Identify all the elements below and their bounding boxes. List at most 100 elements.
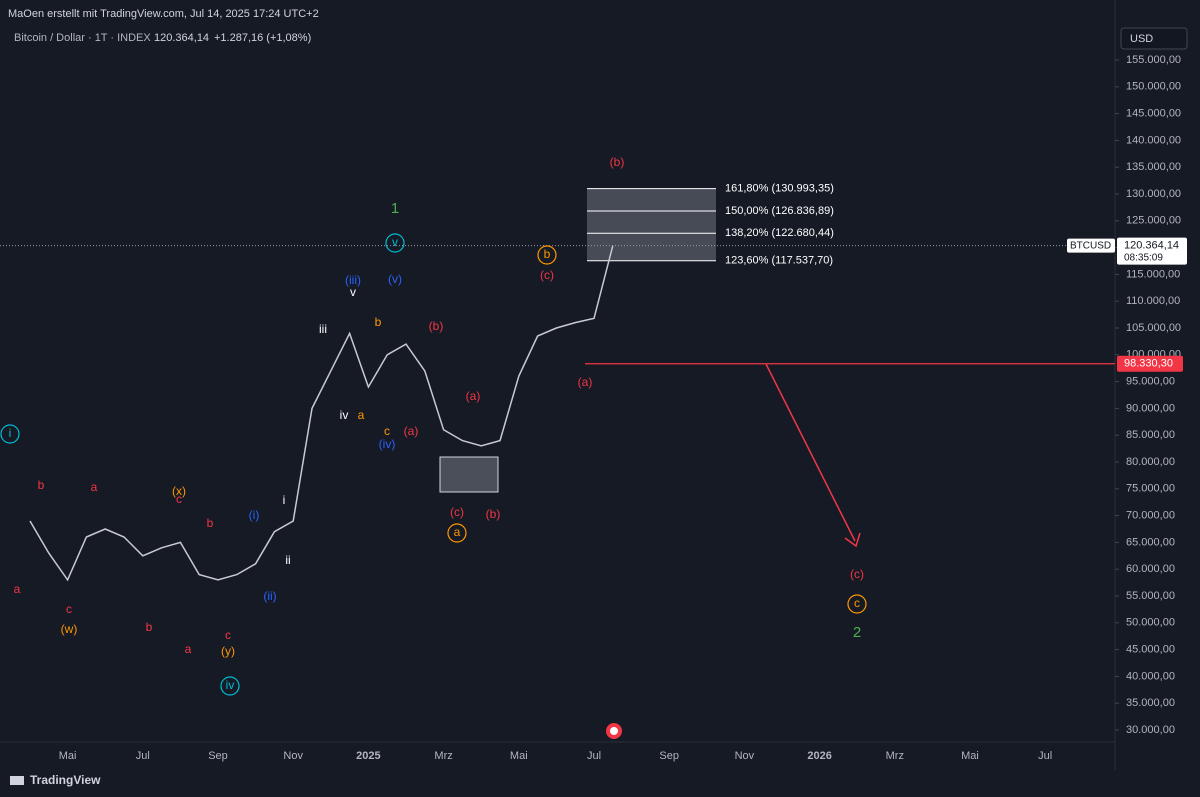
wave-label: (y)	[221, 644, 235, 658]
wave-label: i	[9, 426, 12, 440]
symbol-tag	[1067, 238, 1115, 253]
y-tick-label: 35.000,00	[1126, 697, 1175, 709]
wave-label: a	[358, 408, 365, 422]
fib-label: 138,20% (122.680,44)	[725, 227, 834, 239]
currency-label[interactable]: USD	[1130, 33, 1153, 45]
y-tick-label: 130.000,00	[1126, 188, 1181, 200]
projection-arrow	[765, 363, 856, 542]
y-tick-label: 30.000,00	[1126, 724, 1175, 736]
countdown: 08:35:09	[1124, 252, 1163, 263]
symbol-tag-label: BTCUSD	[1070, 240, 1111, 251]
logo-text: TradingView	[30, 773, 101, 787]
arrow-head	[844, 532, 861, 548]
x-tick-label: Mai	[510, 750, 528, 762]
fib-label: 123,60% (117.537,70)	[725, 255, 833, 267]
wave-label: (a)	[466, 389, 481, 403]
y-tick-label: 85.000,00	[1126, 429, 1175, 441]
y-tick-label: 55.000,00	[1126, 590, 1175, 602]
symbol[interactable]: Bitcoin / Dollar · 1T · INDEX	[14, 32, 151, 44]
y-tick-label: 150.000,00	[1126, 81, 1181, 93]
y-tick-label: 40.000,00	[1126, 670, 1175, 682]
price-change: +1.287,16 (+1,08%)	[214, 32, 311, 44]
last-price: 120.364,14	[154, 32, 209, 44]
wave-label: b	[38, 478, 45, 492]
wave-label: (c)	[450, 505, 464, 519]
wave-label: (ii)	[263, 589, 276, 603]
fib-label: 161,80% (130.993,35)	[725, 183, 834, 195]
x-tick-label: 2026	[807, 750, 831, 762]
y-tick-label: 155.000,00	[1126, 54, 1181, 66]
wave-label: c	[384, 424, 390, 438]
wave-label: (b)	[486, 507, 501, 521]
wave-label: (iv)	[379, 437, 396, 451]
x-tick-label: Sep	[659, 750, 679, 762]
stop-tag	[1117, 355, 1183, 372]
y-tick-label: 65.000,00	[1126, 536, 1175, 548]
y-tick-label: 50.000,00	[1126, 617, 1175, 629]
event-flag-icon	[610, 727, 618, 735]
y-tick-label: 135.000,00	[1126, 161, 1181, 173]
wave-label: (a)	[404, 424, 419, 438]
range-box	[439, 456, 499, 493]
x-tick-label: Jul	[1038, 750, 1052, 762]
wave-circle	[447, 523, 467, 543]
y-tick-label: 145.000,00	[1126, 108, 1181, 120]
x-tick-label: Nov	[735, 750, 755, 762]
y-tick-label: 140.000,00	[1126, 134, 1181, 146]
wave-label: v	[392, 235, 398, 249]
y-tick-label: 80.000,00	[1126, 456, 1175, 468]
wave-label: (iii)	[345, 273, 361, 287]
y-tick-label: 125.000,00	[1126, 215, 1181, 227]
x-tick-label: Mrz	[434, 750, 452, 762]
wave-label: (w)	[61, 622, 78, 636]
x-tick-label: Jul	[587, 750, 601, 762]
x-tick-label: 2025	[356, 750, 380, 762]
currency-button[interactable]	[1120, 27, 1188, 50]
x-tick-label: Mrz	[886, 750, 904, 762]
logo-mark	[10, 776, 24, 785]
wave-circle	[0, 424, 20, 444]
price-line	[29, 245, 614, 582]
wave-label: b	[207, 516, 214, 530]
wave-label: b	[544, 247, 551, 261]
wave-circle	[847, 594, 867, 614]
wave-label: (c)	[540, 268, 554, 282]
fib-zone	[587, 188, 716, 261]
y-tick-label: 105.000,00	[1126, 322, 1181, 334]
stop-tag-label: 98.330,30	[1124, 358, 1173, 370]
wave-label: iv	[226, 678, 235, 692]
y-tick-label: 45.000,00	[1126, 644, 1175, 656]
attribution: MaOen erstellt mit TradingView.com, Jul …	[8, 8, 319, 20]
price-tag	[1117, 237, 1187, 265]
wave-label: a	[91, 480, 98, 494]
wave-label: b	[146, 620, 153, 634]
wave-label: c	[66, 602, 72, 616]
x-tick-label: Mai	[961, 750, 979, 762]
wave-label: (v)	[388, 272, 402, 286]
wave-label: v	[350, 285, 356, 299]
wave-label: (x)	[172, 484, 186, 498]
wave-label: c	[854, 596, 860, 610]
fib-label: 150,00% (126.836,89)	[725, 205, 834, 217]
wave-label: iv	[340, 408, 349, 422]
x-tick-label: Sep	[208, 750, 228, 762]
x-tick-label: Nov	[283, 750, 303, 762]
wave-label: c	[176, 492, 182, 506]
wave-label: (i)	[249, 508, 260, 522]
wave-label: (c)	[850, 567, 864, 581]
wave-label: a	[14, 582, 21, 596]
wave-label: 1	[391, 200, 399, 217]
y-tick-label: 60.000,00	[1126, 563, 1175, 575]
wave-label: i	[283, 493, 286, 507]
wave-circle	[537, 245, 557, 265]
wave-label: 2	[853, 624, 861, 641]
price-tag-label: 120.364,14	[1124, 240, 1179, 252]
x-tick-label: Mai	[59, 750, 77, 762]
wave-label: c	[225, 628, 231, 642]
wave-label: (b)	[610, 155, 625, 169]
wave-label: (a)	[578, 375, 593, 389]
wave-label: ii	[285, 553, 290, 567]
